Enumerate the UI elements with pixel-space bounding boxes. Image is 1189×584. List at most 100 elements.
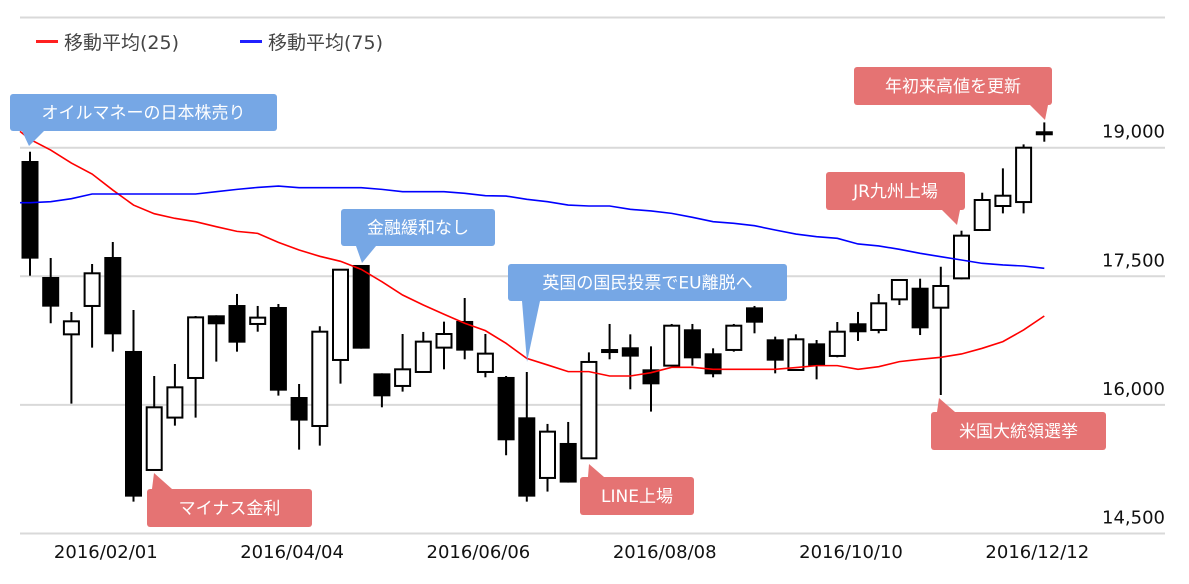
candle-body-up: [870, 302, 888, 331]
ma75-line: [20, 185, 1045, 270]
annotation-pointer: [1030, 105, 1048, 120]
candle-body-up: [973, 198, 991, 232]
candle: [352, 264, 370, 349]
candle: [663, 323, 681, 367]
annotation-callout: 英国の国民投票でEU離脱へ: [508, 264, 787, 362]
candle: [580, 352, 598, 460]
annotation-pointer: [522, 301, 540, 362]
candle-body-down: [228, 305, 246, 343]
y-tick-label: 19,000: [1102, 122, 1165, 143]
candle: [601, 323, 619, 360]
legend-label-ma25: 移動平均(25): [64, 32, 179, 54]
candle-body-down: [456, 320, 474, 351]
candle: [1015, 144, 1033, 214]
annotation-label: 金融緩和なし: [367, 219, 469, 239]
candle: [518, 371, 536, 502]
annotation-box: [826, 172, 965, 210]
annotation-box: [147, 489, 312, 527]
candle: [539, 423, 556, 492]
candle-body-down: [42, 276, 60, 307]
candle-body-up: [725, 324, 743, 351]
annotation-label: LINE上場: [601, 487, 673, 507]
candle: [207, 315, 225, 362]
candle: [21, 151, 39, 276]
candle-body-up: [62, 320, 80, 336]
annotation-label: JR九州上場: [852, 182, 938, 202]
ma25-line: [19, 130, 1045, 377]
candle-body-up: [539, 430, 556, 479]
annotation-label: 英国の国民投票でEU離脱へ: [542, 274, 752, 294]
candle: [228, 293, 246, 352]
candle-body-up: [953, 234, 970, 280]
annotation-label: 年初来高値を更新: [885, 77, 1021, 97]
annotation-callout: 年初来高値を更新: [854, 67, 1052, 120]
annotation-callout: オイルマネーの日本株売り: [10, 94, 277, 146]
candle: [642, 346, 660, 412]
legend-item-ma75[interactable]: 移動平均(75): [240, 32, 383, 54]
candle: [83, 264, 101, 348]
candle: [1035, 122, 1053, 142]
candle: [766, 336, 784, 374]
x-tick-label: 2016/06/06: [427, 542, 531, 563]
candle: [373, 373, 391, 408]
candle-body-up: [435, 332, 453, 349]
annotation-pointer: [942, 210, 960, 225]
candle: [187, 315, 205, 418]
candle: [249, 305, 267, 332]
x-tick-label: 2016/10/10: [799, 542, 903, 563]
candle-body-up: [394, 368, 412, 387]
candle-body-down: [125, 350, 142, 497]
candle: [973, 192, 991, 232]
candle: [414, 331, 432, 373]
legend-label-ma75: 移動平均(75): [268, 32, 383, 54]
legend-swatch-ma75: [240, 40, 262, 43]
candle-body-up: [311, 330, 329, 427]
annotation-box: [580, 477, 694, 515]
candle: [435, 321, 453, 370]
candle-body-up: [249, 316, 267, 325]
candle: [104, 242, 122, 352]
candle-body-up: [580, 360, 598, 460]
candle-body-up: [187, 316, 205, 379]
candle-body-up: [332, 268, 349, 361]
y-tick-label: 17,500: [1102, 250, 1165, 271]
annotation-box: [854, 67, 1052, 105]
candle: [890, 278, 908, 306]
candle: [476, 333, 494, 378]
candle: [787, 334, 805, 372]
candle-body-up: [414, 340, 432, 373]
candle-body-up: [476, 352, 494, 373]
x-tick-label: 2016/04/04: [240, 542, 344, 563]
candle-body-up: [663, 324, 681, 367]
candle-body-down: [683, 329, 701, 359]
annotation-callout: 米国大統領選挙: [931, 398, 1106, 450]
annotation-pointer: [356, 246, 376, 263]
candle: [746, 305, 763, 334]
candle-body-up: [83, 272, 101, 307]
candle-body-down: [808, 343, 826, 366]
candle: [808, 339, 826, 380]
x-tick-label: 2016/08/08: [613, 542, 717, 563]
candle: [269, 303, 287, 396]
candle: [932, 266, 950, 395]
candle: [870, 293, 888, 334]
candle-body-down: [352, 264, 370, 349]
candle: [621, 334, 639, 390]
candle-body-down: [746, 307, 763, 323]
candle-body-down: [21, 160, 39, 259]
annotation-callout: マイナス金利: [147, 473, 312, 527]
candle: [290, 383, 308, 450]
candle: [332, 268, 349, 384]
candle: [994, 168, 1012, 214]
annotation-box: [931, 412, 1106, 450]
legend-item-ma25[interactable]: 移動平均(25): [36, 32, 179, 54]
y-axis-labels: 19,000 17,500 16,000 14,500: [1102, 122, 1165, 529]
annotation-box: [508, 264, 787, 301]
candle-body-down: [104, 257, 122, 335]
candle-body-down: [911, 287, 929, 329]
annotation-pointer: [22, 131, 44, 146]
candle-body-up: [1035, 131, 1053, 136]
candle: [456, 297, 474, 360]
annotation-box: [10, 94, 277, 131]
candle-body-up: [166, 386, 184, 419]
